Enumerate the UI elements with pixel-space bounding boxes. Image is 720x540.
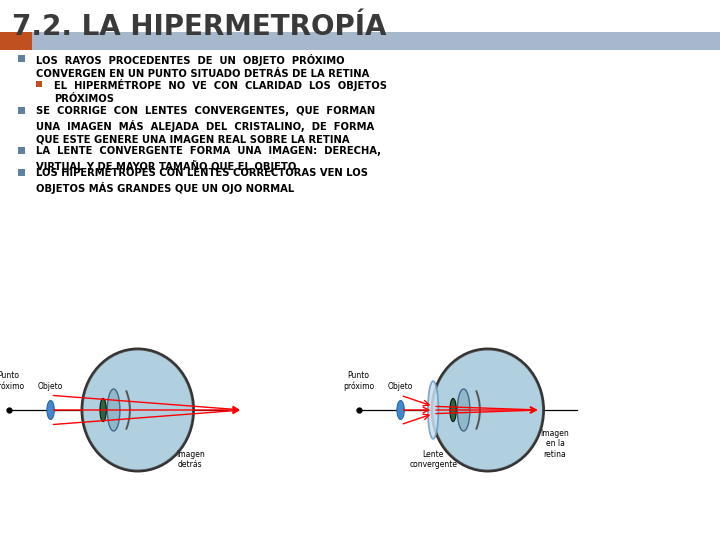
- Text: LOS  RAYOS  PROCEDENTES  DE  UN  OBJETO  PRÓXIMO
CONVERGEN EN UN PUNTO SITUADO D: LOS RAYOS PROCEDENTES DE UN OBJETO PRÓXI…: [36, 54, 369, 79]
- Text: Objeto: Objeto: [388, 382, 413, 391]
- Bar: [18, 55, 25, 62]
- Ellipse shape: [433, 349, 543, 470]
- Text: Punto
próximo: Punto próximo: [0, 371, 24, 391]
- Text: LA  LENTE  CONVERGENTE  FORMA  UNA  IMAGEN:  DERECHA,
VIRTUAL Y DE MAYOR TAMAÑO : LA LENTE CONVERGENTE FORMA UNA IMAGEN: D…: [36, 146, 381, 172]
- Ellipse shape: [457, 389, 470, 431]
- Bar: [18, 147, 25, 154]
- Text: LOS HIPERMÉTROPES CON LENTES CORRECTORAS VEN LOS
OBJETOS MÁS GRANDES QUE UN OJO : LOS HIPERMÉTROPES CON LENTES CORRECTORAS…: [36, 168, 368, 193]
- Text: Punto
próximo: Punto próximo: [343, 371, 374, 391]
- Ellipse shape: [100, 399, 107, 422]
- Ellipse shape: [83, 349, 193, 470]
- Text: EL  HIPERMÉTROPE  NO  VE  CON  CLARIDAD  LOS  OBJETOS
PRÓXIMOS: EL HIPERMÉTROPE NO VE CON CLARIDAD LOS O…: [54, 79, 387, 104]
- Text: SE  CORRIGE  CON  LENTES  CONVERGENTES,  QUE  FORMAN
UNA  IMAGEN  MÁS  ALEJADA  : SE CORRIGE CON LENTES CONVERGENTES, QUE …: [36, 106, 375, 144]
- Bar: [36, 81, 42, 87]
- Text: Objeto: Objeto: [38, 382, 63, 391]
- Bar: [0, 32, 32, 50]
- Text: Imagen
detrás: Imagen detrás: [176, 450, 204, 469]
- Ellipse shape: [47, 401, 54, 420]
- Bar: [18, 107, 25, 114]
- Bar: [32, 32, 720, 50]
- Ellipse shape: [107, 389, 120, 431]
- Bar: [18, 169, 25, 176]
- Text: 7.2. LA HIPERMETROPÍA: 7.2. LA HIPERMETROPÍA: [12, 13, 387, 41]
- Ellipse shape: [428, 381, 438, 439]
- Ellipse shape: [397, 401, 404, 420]
- Text: Imagen
en la
retina: Imagen en la retina: [541, 429, 570, 458]
- Ellipse shape: [450, 399, 456, 422]
- Text: Lente
convergente: Lente convergente: [409, 450, 457, 469]
